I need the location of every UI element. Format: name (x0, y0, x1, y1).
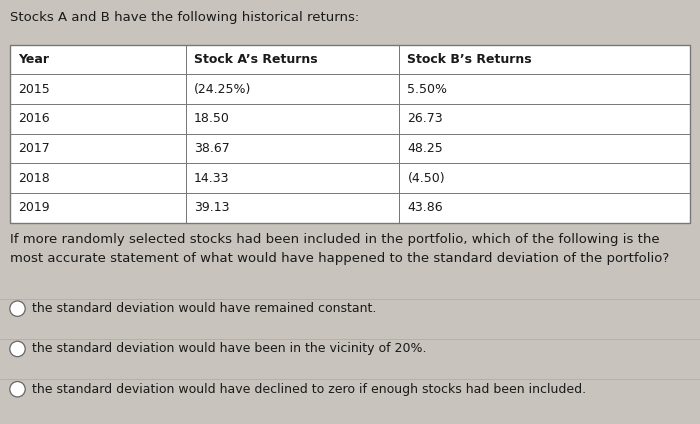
Text: 18.50: 18.50 (194, 112, 230, 125)
Text: the standard deviation would have remained constant.: the standard deviation would have remain… (32, 302, 376, 315)
Text: 2015: 2015 (18, 83, 50, 95)
Text: Stock A’s Returns: Stock A’s Returns (194, 53, 318, 66)
Text: If more randomly selected stocks had been included in the portfolio, which of th: If more randomly selected stocks had bee… (10, 233, 669, 265)
Text: 48.25: 48.25 (407, 142, 443, 155)
Ellipse shape (10, 301, 25, 316)
Text: the standard deviation would have been in the vicinity of 20%.: the standard deviation would have been i… (32, 343, 426, 355)
Ellipse shape (10, 341, 25, 357)
Text: 2019: 2019 (18, 201, 50, 214)
Text: 2016: 2016 (18, 112, 50, 125)
Text: 5.50%: 5.50% (407, 83, 447, 95)
Text: (24.25%): (24.25%) (194, 83, 251, 95)
Text: 14.33: 14.33 (194, 172, 230, 184)
Text: 39.13: 39.13 (194, 201, 230, 214)
Ellipse shape (10, 382, 25, 397)
Text: (4.50): (4.50) (407, 172, 445, 184)
Text: 43.86: 43.86 (407, 201, 443, 214)
Text: 38.67: 38.67 (194, 142, 230, 155)
Text: Year: Year (18, 53, 49, 66)
Bar (10, 45, 690, 223)
Text: 2018: 2018 (18, 172, 50, 184)
Text: 26.73: 26.73 (407, 112, 443, 125)
Text: 2017: 2017 (18, 142, 50, 155)
Text: Stock B’s Returns: Stock B’s Returns (407, 53, 532, 66)
Text: the standard deviation would have declined to zero if enough stocks had been inc: the standard deviation would have declin… (32, 383, 586, 396)
Text: Stocks A and B have the following historical returns:: Stocks A and B have the following histor… (10, 11, 359, 24)
